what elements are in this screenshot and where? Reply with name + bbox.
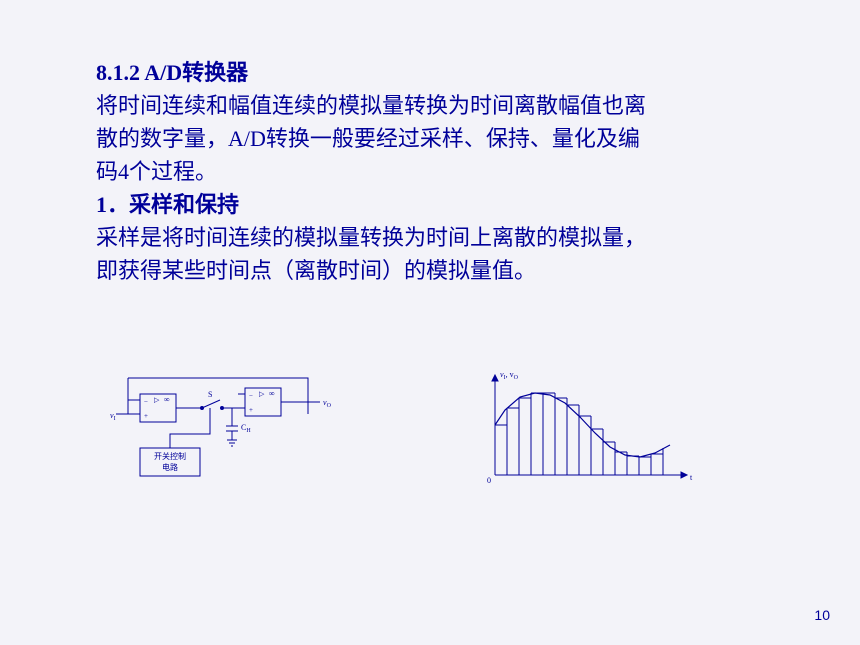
para-line-4: 采样是将时间连续的模拟量转换为时间上离散的模拟量， — [96, 221, 764, 254]
vo-label: vO — [323, 398, 332, 409]
slide: 8.1.2 A/D转换器 将时间连续和幅值连续的模拟量转换为时间离散幅值也离 散… — [0, 0, 860, 645]
opamp2-plus: + — [249, 406, 253, 414]
origin-label: 0 — [487, 476, 491, 485]
opamp2-minus: − — [249, 392, 253, 400]
para-line-2: 散的数字量，A/D转换一般要经过采样、保持、量化及编 — [96, 122, 764, 155]
cap-label: CH — [241, 423, 251, 434]
x-axis-label: t — [690, 473, 693, 482]
para-line-5: 即获得某些时间点（离散时间）的模拟量值。 — [96, 254, 764, 287]
opamp1-inf: ∞ — [164, 395, 170, 404]
opamp2-tri: ▷ — [259, 390, 265, 398]
para-line-1: 将时间连续和幅值连续的模拟量转换为时间离散幅值也离 — [96, 89, 764, 122]
opamp1-minus: − — [144, 398, 148, 406]
diagrams-area: vI vO S CH − + ▷ ∞ − + ▷ ∞ 开关控制 电路 — [0, 370, 860, 570]
control-label-2: 电路 — [162, 462, 178, 472]
page-number: 10 — [814, 607, 830, 623]
text-block: 8.1.2 A/D转换器 将时间连续和幅值连续的模拟量转换为时间离散幅值也离 散… — [96, 56, 764, 287]
section-heading: 8.1.2 A/D转换器 — [96, 56, 764, 89]
switch-label: S — [208, 390, 212, 399]
y-axis-label: vI, vO — [500, 370, 519, 381]
opamp1-tri: ▷ — [154, 396, 160, 404]
sub-heading: 1．采样和保持 — [96, 188, 764, 221]
vi-label: vI — [110, 411, 116, 422]
sample-steps — [495, 393, 663, 475]
opamp2-inf: ∞ — [269, 389, 275, 398]
control-label-1: 开关控制 — [154, 451, 186, 461]
para-line-3: 码4个过程。 — [96, 155, 764, 188]
sample-hold-circuit: vI vO S CH − + ▷ ∞ − + ▷ ∞ 开关控制 电路 — [110, 370, 340, 500]
analog-curve — [495, 393, 670, 457]
opamp1-plus: + — [144, 412, 148, 420]
sampling-waveform: vI, vO t 0 — [480, 360, 700, 500]
